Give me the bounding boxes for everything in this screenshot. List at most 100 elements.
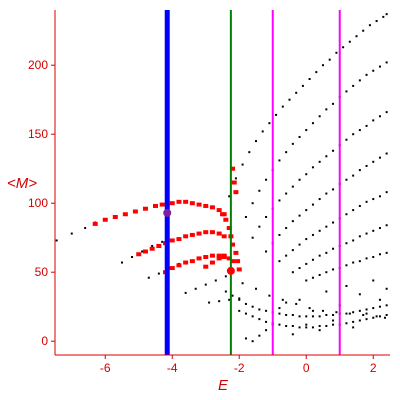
data-point (352, 261, 355, 264)
highlighted-data-point (209, 253, 215, 258)
data-point (358, 129, 361, 132)
data-point (358, 169, 361, 172)
data-point (352, 326, 355, 329)
data-point (234, 177, 237, 180)
data-point (372, 69, 375, 72)
data-point (265, 329, 268, 332)
highlighted-data-point (216, 231, 222, 236)
data-point (265, 320, 268, 323)
data-point (285, 301, 288, 304)
data-point (311, 233, 314, 236)
x-tick-label: -4 (167, 361, 178, 375)
data-point (278, 323, 281, 326)
data-point (325, 108, 328, 111)
data-point (385, 287, 388, 290)
data-point (244, 216, 247, 218)
axis-ticks: -6 -4 -2 0 2 0 50 100 150 200 (28, 58, 377, 375)
data-point (345, 312, 348, 315)
highlighted-data-point (216, 253, 222, 258)
data-point (325, 313, 328, 316)
data-point (311, 315, 314, 318)
highlighted-data-point (209, 260, 215, 265)
highlighted-data-point (196, 202, 202, 207)
highlighted-data-point (230, 166, 236, 171)
marker-point (226, 266, 235, 275)
data-point (265, 309, 268, 312)
highlighted-data-point (233, 190, 239, 195)
data-point (305, 323, 308, 326)
data-point (372, 256, 375, 259)
data-point (308, 307, 311, 310)
data-point (238, 297, 241, 300)
data-point (385, 152, 388, 155)
data-point (372, 279, 375, 282)
data-point (365, 232, 368, 235)
data-point (311, 166, 314, 169)
highlighted-data-point (169, 238, 175, 243)
data-point (298, 298, 301, 301)
y-tick-label: 0 (41, 334, 48, 348)
data-point (285, 325, 288, 328)
highlighted-data-point (236, 267, 242, 272)
x-tick-label: -2 (234, 361, 245, 375)
data-point (365, 308, 368, 311)
data-point (318, 160, 321, 163)
data-point (251, 305, 254, 308)
data-point (295, 91, 298, 94)
data-point (383, 316, 386, 319)
highlighted-data-point (209, 205, 215, 210)
highlighted-data-point (220, 212, 225, 217)
highlighted-data-point (196, 231, 202, 236)
data-point (278, 307, 281, 310)
data-point (378, 156, 381, 159)
data-point (352, 84, 355, 87)
data-point (278, 159, 281, 162)
data-point (265, 216, 268, 218)
data-point (218, 300, 221, 303)
data-point (244, 337, 247, 340)
data-point (318, 254, 321, 257)
data-point (291, 325, 294, 328)
highlighted-data-point (203, 255, 209, 260)
data-point (251, 236, 254, 239)
data-point (298, 178, 301, 181)
highlighted-data-point (176, 237, 182, 242)
data-point (365, 73, 368, 76)
data-point (358, 309, 361, 312)
data-point (372, 307, 375, 310)
data-point (241, 163, 244, 166)
highlighted-data-point (216, 208, 222, 213)
data-point (184, 291, 187, 294)
data-point (308, 78, 311, 80)
data-point (291, 271, 294, 274)
data-point (285, 254, 288, 257)
data-point (161, 240, 164, 243)
data-point (322, 309, 324, 312)
data-point (345, 213, 348, 216)
data-point (345, 242, 348, 245)
data-point (311, 276, 314, 279)
x-tick-label: 2 (370, 361, 377, 375)
data-point (345, 264, 348, 267)
data-point (332, 313, 335, 316)
data-point (291, 333, 294, 336)
highlighted-data-point (112, 215, 118, 219)
data-point (244, 312, 247, 315)
data-point (305, 315, 308, 318)
highlighted-data-point (142, 206, 148, 211)
data-point (298, 243, 301, 246)
highlighted-data-point (203, 230, 209, 235)
data-point (385, 191, 388, 194)
data-point (265, 250, 268, 253)
data-point (372, 160, 375, 163)
highlighted-data-point (183, 260, 189, 265)
highlighted-data-point (203, 264, 209, 269)
data-point (251, 340, 254, 343)
data-point (332, 319, 335, 322)
data-point (315, 71, 318, 74)
data-point (368, 24, 371, 27)
data-point (332, 188, 335, 191)
data-point (70, 232, 73, 235)
data-point (295, 302, 298, 305)
data-point (318, 315, 321, 318)
